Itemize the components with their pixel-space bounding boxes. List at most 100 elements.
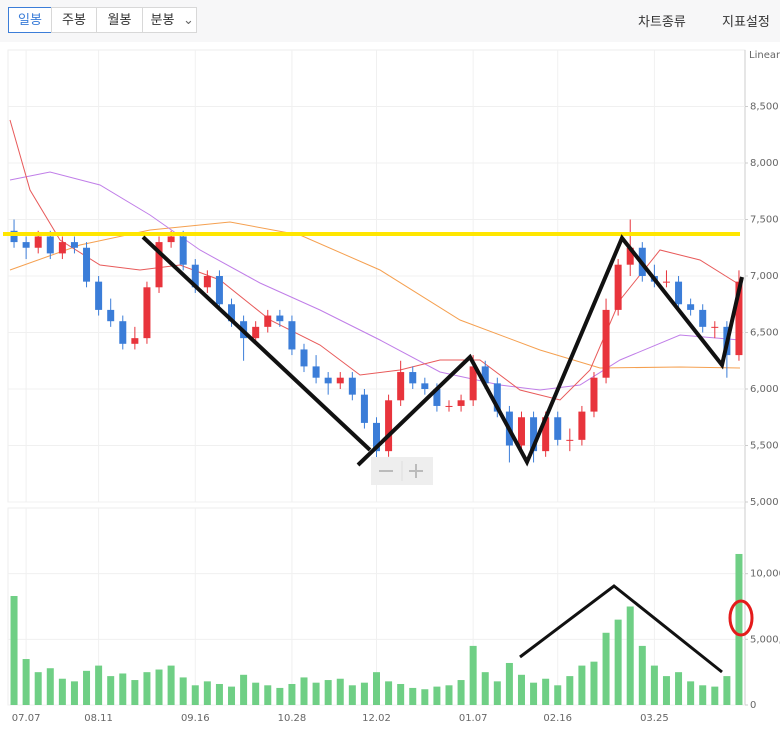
volume-bar — [95, 665, 103, 705]
x-tick-label: 10.28 — [278, 713, 307, 724]
candle-body — [215, 276, 223, 305]
candle-body — [409, 372, 417, 384]
drawn-line — [519, 584, 723, 674]
volume-bar — [324, 680, 332, 705]
candle-body — [421, 383, 429, 389]
volume-bar — [10, 595, 18, 705]
drawn-line — [356, 234, 744, 467]
menu[interactable]: 지표설정 — [722, 15, 770, 30]
candle-body — [107, 309, 115, 322]
volume-bar — [288, 683, 296, 705]
candle-body — [373, 422, 380, 452]
candle-body — [614, 264, 622, 310]
volume-bar — [614, 619, 622, 705]
candle-body — [336, 377, 344, 384]
candle-body — [433, 389, 441, 406]
candle-body — [276, 315, 284, 322]
candle-body — [662, 281, 670, 283]
candle-body — [566, 439, 574, 441]
volume-bar — [155, 669, 163, 705]
volume-bar — [228, 686, 236, 705]
tab[interactable]: 분봉 — [142, 7, 182, 33]
volume-bar — [469, 645, 477, 705]
volume-bar — [179, 677, 187, 705]
y-tick-label: 5,000 — [750, 497, 779, 508]
candle-body — [228, 304, 236, 322]
y-tick-label: 5,500 — [750, 441, 779, 452]
candle-body — [143, 287, 151, 339]
volume-bar — [83, 670, 91, 705]
candle-body — [590, 377, 598, 412]
volume-bar — [143, 672, 151, 705]
candle-body — [179, 236, 187, 265]
y-tick-label: 5,000,000 — [750, 634, 780, 645]
candle-body — [58, 242, 66, 254]
y-tick-label: 6,500 — [750, 328, 779, 339]
candle-body — [191, 264, 199, 288]
candle-body — [699, 309, 707, 327]
candle-body — [312, 366, 320, 378]
y-tick-label: 0 — [750, 700, 756, 711]
candle-body — [119, 321, 127, 344]
candle-body — [288, 321, 296, 350]
scale-label: Linear — [749, 50, 780, 61]
toolbar: 일봉 주봉 월봉 분봉 ⌄ 차트종류 지표설정 — [0, 0, 780, 42]
volume-bar — [542, 678, 550, 705]
volume-bar — [360, 682, 368, 705]
candle-body — [626, 247, 634, 265]
candle-body — [675, 281, 683, 305]
x-tick-label: 12.02 — [362, 713, 391, 724]
candle-body — [542, 417, 550, 452]
candle-body — [83, 247, 91, 282]
candle-body — [578, 411, 586, 440]
volume-bar — [662, 676, 670, 705]
volume-bar — [517, 674, 525, 705]
volume-bar — [626, 606, 634, 705]
tab[interactable]: 주봉 — [51, 7, 97, 33]
volume-bar — [397, 683, 405, 705]
volume-bar — [554, 685, 562, 705]
candle-body — [602, 309, 610, 378]
candle-body — [469, 366, 477, 401]
x-tick-label: 01.07 — [459, 713, 488, 724]
volume-bar — [107, 676, 115, 705]
volume-bar — [566, 676, 574, 705]
volume-bar — [675, 672, 683, 705]
volume-bar — [590, 661, 598, 705]
tab[interactable]: 일봉 — [8, 7, 52, 33]
zoom-in[interactable] — [409, 464, 423, 478]
volume-bar — [433, 686, 441, 705]
volume-bar — [602, 632, 610, 705]
volume-bar — [58, 678, 66, 705]
candle-body — [711, 326, 719, 328]
candle-body — [554, 417, 562, 440]
volume-bar — [457, 680, 465, 705]
volume-bar — [735, 553, 743, 705]
candle-body — [324, 377, 332, 384]
tab[interactable]: 월봉 — [96, 7, 143, 33]
candle-body — [360, 394, 368, 423]
x-tick-label: 02.16 — [543, 713, 572, 724]
y-tick-label: 7,000 — [750, 271, 779, 282]
candle-body — [445, 405, 453, 407]
volume-bar — [578, 665, 586, 705]
x-tick-label: 03.25 — [640, 713, 669, 724]
annotations — [3, 232, 754, 674]
volume-bar — [215, 683, 223, 705]
menu[interactable]: 차트종류 — [638, 15, 686, 30]
volume-bar — [421, 689, 429, 705]
candle-body — [46, 236, 54, 254]
volume-bar — [312, 682, 320, 705]
volume-bar — [203, 681, 211, 705]
volume-bar — [493, 681, 501, 705]
candle-body — [95, 281, 103, 310]
volume-bar — [348, 685, 356, 705]
x-tick-label: 07.07 — [12, 713, 41, 724]
volume-bar — [699, 685, 707, 705]
y-tick-label: 8,500 — [750, 102, 779, 113]
volume-bar — [34, 672, 42, 705]
volume-bar — [264, 685, 272, 705]
candle-body — [530, 417, 538, 452]
candle-body — [10, 230, 18, 243]
tab-chevron[interactable]: ⌄ — [181, 7, 197, 33]
